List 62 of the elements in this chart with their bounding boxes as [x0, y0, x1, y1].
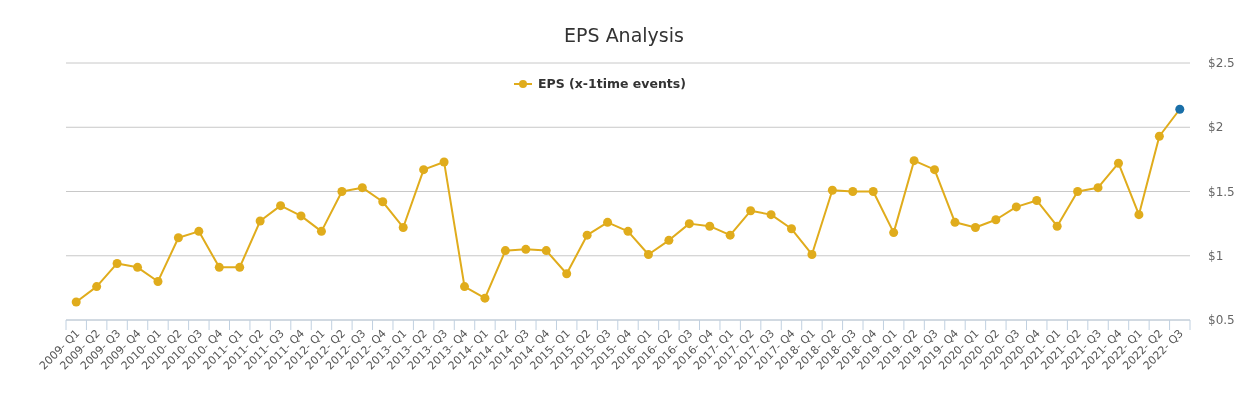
point: [460, 282, 470, 292]
point: [766, 210, 776, 220]
point: [500, 246, 510, 256]
point: [1175, 104, 1185, 114]
point: [1032, 196, 1042, 205]
point: [562, 269, 572, 279]
point: [378, 197, 388, 207]
point: [214, 262, 224, 272]
point: [194, 226, 204, 236]
point: [439, 157, 449, 167]
point: [623, 226, 633, 236]
point: [112, 258, 122, 268]
point: [991, 215, 1001, 225]
point: [541, 246, 551, 256]
point: [153, 276, 163, 286]
chart-title: EPS Analysis: [564, 24, 684, 46]
point: [235, 262, 245, 272]
point: [868, 187, 878, 196]
point: [1073, 187, 1083, 196]
point: [603, 217, 613, 227]
y-tick-label: $1: [1208, 248, 1224, 263]
point: [255, 216, 265, 226]
y-tick-label: $1.5: [1208, 184, 1235, 199]
point: [296, 211, 306, 221]
point: [92, 282, 102, 292]
point: [1134, 210, 1144, 220]
point: [337, 187, 347, 196]
point: [848, 187, 858, 196]
point: [705, 221, 715, 231]
point: [1093, 183, 1103, 193]
point: [71, 297, 81, 307]
point: [480, 293, 490, 303]
y-tick-label: $0.5: [1208, 313, 1235, 327]
point: [746, 206, 756, 216]
point: [1052, 221, 1062, 231]
point: [316, 226, 326, 236]
point: [643, 249, 653, 259]
point: [970, 222, 980, 232]
point: [1011, 202, 1021, 212]
point: [398, 222, 408, 232]
legend-label: EPS (x-1time events): [538, 76, 686, 91]
point: [909, 156, 919, 166]
point: [173, 233, 183, 243]
point: [725, 230, 735, 240]
point: [276, 201, 286, 211]
point: [357, 183, 367, 193]
point: [521, 244, 531, 254]
point: [930, 165, 940, 175]
point: [807, 249, 817, 259]
point: [827, 185, 837, 195]
point: [786, 224, 796, 234]
point: [950, 217, 960, 227]
point: [1154, 131, 1164, 141]
point: [684, 219, 694, 229]
point: [582, 230, 592, 240]
y-tick-label: $2.5: [1208, 56, 1235, 70]
point: [133, 262, 143, 272]
y-tick-label: $2: [1208, 120, 1224, 135]
point: [1113, 158, 1123, 168]
point: [664, 235, 674, 245]
point: [419, 165, 429, 175]
point: [889, 228, 899, 238]
